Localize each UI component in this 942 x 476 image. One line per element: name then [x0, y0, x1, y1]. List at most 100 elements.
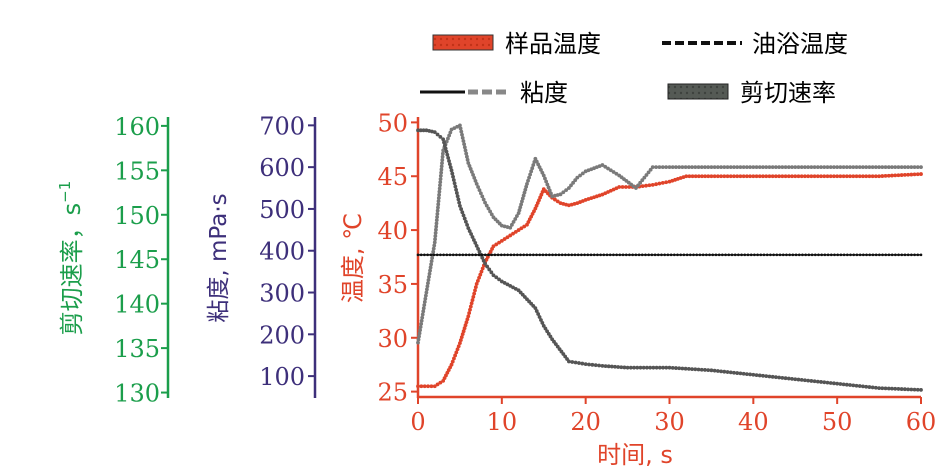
series-point: [693, 165, 698, 170]
series-point: [735, 165, 740, 170]
series-point: [878, 253, 881, 257]
series-point: [465, 154, 469, 159]
viscosity-tick-label: 500: [259, 196, 305, 224]
series-point: [749, 253, 753, 257]
series-point: [440, 161, 444, 166]
series-point: [445, 152, 450, 157]
series-point: [508, 233, 513, 238]
plot-series: [416, 123, 923, 392]
series-point: [477, 253, 481, 257]
series-point: [473, 241, 478, 245]
series-point: [783, 376, 788, 381]
series-point: [471, 253, 474, 257]
series-point: [667, 365, 672, 370]
series-3: [416, 253, 923, 257]
series-point: [806, 378, 811, 383]
series-point: [915, 165, 920, 170]
series-point: [708, 253, 711, 257]
series-point: [587, 362, 591, 367]
series-point: [603, 164, 608, 169]
series-point: [483, 253, 487, 257]
series-point: [777, 174, 782, 179]
series-point: [873, 165, 878, 170]
series-point: [576, 253, 580, 257]
viscosity-tick-label: 200: [259, 321, 305, 349]
series-point: [641, 365, 646, 370]
series-point: [474, 243, 479, 248]
series-point: [647, 253, 650, 257]
series-point: [909, 172, 914, 177]
series-point: [903, 253, 907, 257]
series-point: [428, 268, 432, 273]
series-point: [494, 242, 499, 247]
series-point: [458, 341, 462, 346]
series-point: [464, 320, 469, 325]
series-point: [654, 182, 658, 187]
legend-label-oil-bath-temp: 油浴温度: [752, 30, 848, 58]
series-point: [467, 311, 472, 315]
series-point: [589, 253, 593, 257]
series-point: [502, 281, 507, 285]
series-point: [712, 174, 717, 179]
series-point: [674, 366, 678, 370]
series-point: [862, 253, 865, 257]
series-point: [469, 301, 474, 306]
viscosity-tick-label: 100: [259, 363, 305, 391]
series-point: [690, 367, 694, 372]
series-line: [417, 124, 921, 343]
series-point: [513, 229, 518, 234]
series-point: [728, 370, 733, 375]
shear-axis-ticks: 130 135 140 145 150 155 160: [114, 113, 168, 408]
series-point: [549, 191, 553, 196]
series-point: [783, 174, 788, 179]
series-point: [439, 167, 444, 172]
series-point: [480, 255, 485, 260]
series-point: [442, 253, 445, 257]
series-point: [703, 174, 708, 179]
series-point: [744, 165, 749, 170]
series-point: [780, 165, 785, 170]
series-point: [438, 183, 442, 188]
series-point: [657, 365, 662, 370]
series-point: [759, 253, 763, 257]
series-point: [475, 278, 480, 283]
series-point: [715, 165, 720, 170]
series-point: [753, 253, 756, 257]
series-point: [648, 167, 653, 172]
shear-axis-label: 剪切速率，s−1: [56, 181, 86, 336]
series-point: [444, 149, 449, 154]
series-point: [571, 180, 575, 185]
series-point: [447, 162, 452, 167]
series-point: [519, 253, 522, 257]
series-point: [462, 142, 467, 147]
series-point: [525, 253, 529, 257]
series-point: [685, 253, 689, 257]
series-point: [857, 165, 862, 170]
series-point: [567, 186, 571, 190]
x-tick-label: 60: [906, 408, 937, 436]
series-point: [724, 253, 727, 257]
series-point: [617, 185, 622, 189]
series-point: [536, 312, 541, 316]
series-point: [433, 230, 438, 235]
series-1: [416, 123, 923, 345]
series-point: [674, 165, 678, 170]
temperature-axis: 25 30 35 40 45 50 温度, ℃: [339, 109, 420, 407]
viscosity-tick-label: 700: [259, 112, 305, 140]
series-point: [522, 224, 527, 229]
series-point: [851, 174, 856, 179]
series-point: [670, 165, 675, 170]
series-point: [656, 253, 660, 257]
x-axis-ticks: 0 10 20 30 40 50 60: [410, 397, 936, 436]
series-point: [719, 174, 723, 179]
series-point: [714, 253, 718, 257]
series-point: [440, 158, 445, 162]
series-point: [822, 174, 827, 179]
series-point: [458, 123, 462, 128]
series-point: [770, 374, 775, 379]
series-point: [530, 166, 535, 171]
series-point: [870, 385, 875, 390]
series-point: [803, 378, 807, 383]
series-point: [533, 306, 538, 311]
